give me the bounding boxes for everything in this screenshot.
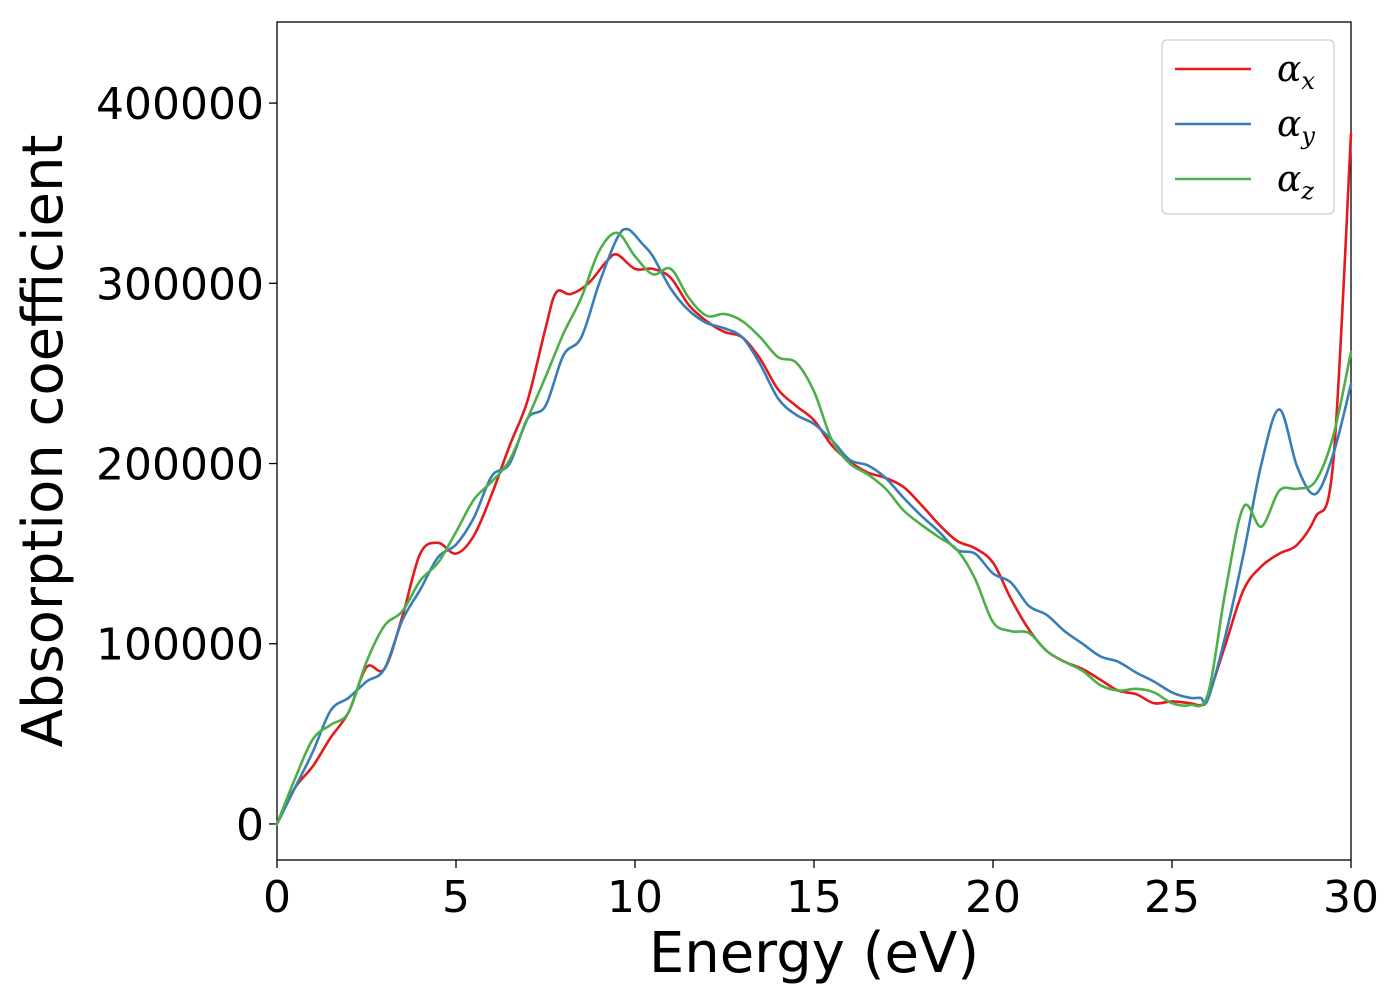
legend: αx αy αz [1161,39,1335,215]
y-axis-label: Absorption coefficient [11,135,76,748]
y-tick-label: 100000 [96,620,264,671]
x-tick-label: 20 [965,872,1021,923]
y-tick-label: 400000 [96,79,264,130]
legend-label-x: αx [1277,49,1315,95]
y-tick-label: 300000 [96,259,264,310]
series-line-alpha-x [275,132,1353,826]
x-tick-label: 5 [442,872,470,923]
x-tick-label: 15 [786,872,842,923]
y-axis: 0 100000 200000 300000 400000 [96,79,277,851]
series-layer [275,132,1353,826]
x-tick-label: 10 [607,872,663,923]
series-line-alpha-y [275,227,1353,826]
y-tick-label: 200000 [96,440,264,491]
series-line-alpha-z [275,231,1353,826]
x-axis-label: Energy (eV) [649,921,979,986]
y-tick-label: 0 [236,800,264,851]
legend-label-y: αy [1277,104,1315,150]
x-tick-label: 0 [263,872,291,923]
legend-label-z: αz [1277,159,1314,205]
x-axis: 0 5 10 15 20 25 30 [263,860,1379,923]
legend-box [1161,39,1335,215]
x-tick-label: 30 [1323,872,1379,923]
x-tick-label: 25 [1144,872,1200,923]
